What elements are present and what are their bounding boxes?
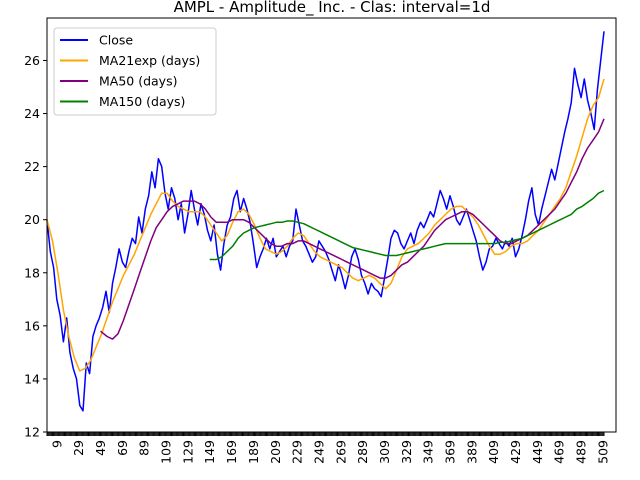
x-tick-label: 309 [377,440,392,464]
y-tick-label: 14 [24,371,40,386]
x-tick-label: 129 [180,440,195,464]
chart-title: AMPL - Amplitude_ Inc. - Clas: interval=… [174,0,491,17]
x-tick-label: 349 [421,440,436,464]
x-tick-label: 469 [552,440,567,464]
y-tick-label: 18 [24,265,40,280]
y-tick-label: 22 [24,159,40,174]
legend: Close MA21exp (days) MA50 (days) MA150 (day… [53,27,217,116]
x-tick-label: 89 [137,440,152,456]
x-tick-label: 149 [202,440,217,464]
x-tick-label: 509 [595,440,610,464]
legend-entry-label: MA150 (days) [99,94,185,109]
x-tick-label: 289 [355,440,370,464]
x-tick-label: 49 [93,440,108,456]
x-tick-label: 209 [268,440,283,464]
y-tick-label: 12 [24,425,40,440]
y-tick-label: 24 [24,106,40,121]
x-tick-label: 489 [574,440,589,464]
legend-entry-label: Close [99,33,133,48]
x-tick-label: 249 [311,440,326,464]
legend-entry-label: MA21exp (days) [99,53,200,68]
x-tick-label: 189 [246,440,261,464]
x-tick-label: 369 [442,440,457,464]
y-tick-label: 16 [24,318,40,333]
x-tick-label: 409 [486,440,501,464]
series-line-ma21exp-days [46,78,605,372]
series-line-ma150-days [209,189,605,261]
x-tick-label: 109 [159,440,174,464]
x-tick-label: 429 [508,440,523,464]
legend-box [53,27,217,116]
x-tick-label: 29 [71,440,86,456]
plot-area [46,31,605,412]
legend-entry-label: MA50 (days) [99,74,177,89]
x-tick-label: 389 [464,440,479,464]
x-tick-label: 69 [115,440,130,456]
x-tick-label: 329 [399,440,414,464]
x-tick-label: 229 [290,440,305,464]
series-line-ma50-days [100,118,605,340]
x-tick-label: 169 [224,440,239,464]
y-tick-label: 26 [24,53,40,68]
axes-frame [46,17,617,433]
x-tick-label: 449 [530,440,545,464]
y-tick-label: 20 [24,212,40,227]
x-tick-label: 9 [49,440,64,448]
x-tick-label: 269 [333,440,348,464]
